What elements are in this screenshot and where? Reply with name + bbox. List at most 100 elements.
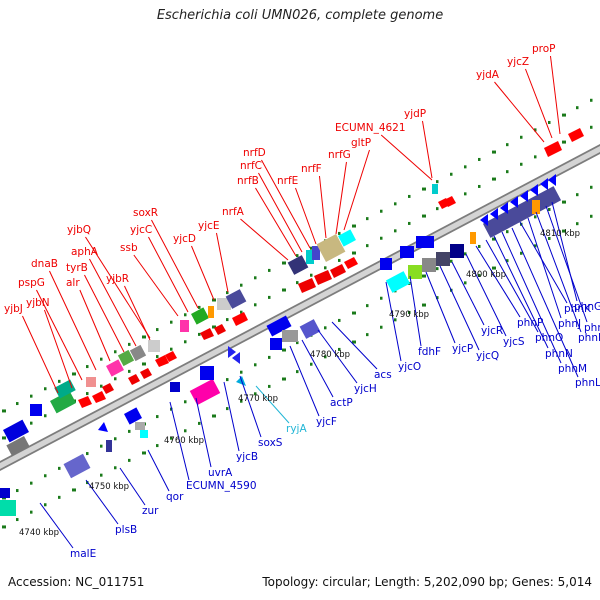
tick-mark (338, 258, 341, 262)
gene-label-male[interactable]: malE (70, 548, 96, 560)
tick-mark (156, 415, 159, 419)
gene-label-nrfe[interactable]: nrfE (277, 175, 298, 187)
tick-mark (590, 185, 593, 189)
gene-label-nrfa[interactable]: nrfA (222, 206, 245, 218)
gene-label-line (133, 254, 179, 317)
gene-label-acs[interactable]: acs (374, 369, 392, 381)
gene-label-prop[interactable]: proP (532, 43, 556, 55)
gene-label-yjbr[interactable]: yjbR (106, 273, 129, 285)
gene-label-phnh[interactable]: phnH (584, 322, 600, 334)
tick-mark (436, 180, 439, 184)
tick-mark (114, 350, 117, 354)
gene-label-phnk[interactable]: phnK (564, 303, 592, 315)
gene-label-yjcr[interactable]: yjcR (481, 325, 503, 337)
gene-label-yjcp[interactable]: yjcP (452, 343, 473, 355)
kbp-label: 4750 kbp (89, 482, 129, 492)
tick-mark (58, 466, 61, 470)
gene-label-yjcc[interactable]: yjcC (130, 224, 152, 236)
tick-mark (380, 209, 383, 213)
gene-label-uvra[interactable]: uvrA (208, 467, 233, 479)
gene-label-soxs[interactable]: soxS (258, 437, 283, 449)
gene-label-line (119, 467, 146, 506)
tick-mark (492, 150, 496, 154)
gene-label-tyrb[interactable]: tyrB (66, 262, 88, 274)
tick-mark (338, 231, 341, 235)
tick-mark (268, 295, 271, 299)
gene-label-yjch[interactable]: yjcH (354, 383, 377, 395)
tick-mark (394, 229, 397, 233)
gene-label-phnm[interactable]: phnM (558, 363, 587, 375)
gene-label-phno[interactable]: phnO (535, 332, 563, 344)
gene-label-line (239, 375, 262, 438)
gene-label-ecumn-4590[interactable]: ECUMN_4590 (186, 480, 257, 492)
tick-mark (296, 341, 299, 345)
gene-label-yjbq[interactable]: yjbQ (67, 224, 91, 236)
tick-mark (478, 184, 481, 188)
tick-mark (100, 444, 103, 448)
gene-label-line (525, 68, 553, 139)
gene-label-yjcb[interactable]: yjcB (236, 451, 258, 463)
gene-label-nrfc[interactable]: nrfC (240, 160, 262, 172)
kbp-label: 4810 kbp (540, 229, 580, 239)
gene-label-phni[interactable]: phnI (578, 332, 600, 344)
gene-label-phnj[interactable]: phnJ (558, 318, 581, 330)
gene-label-line (240, 218, 289, 261)
gene-label-line (255, 385, 290, 424)
gene-label-yjcq[interactable]: yjcQ (476, 350, 499, 362)
gene-label-line (215, 232, 229, 293)
tick-mark (548, 120, 551, 124)
gene-label-phnl[interactable]: phnL (575, 377, 600, 389)
tick-mark (380, 236, 383, 240)
gene-label-yjcz[interactable]: yjcZ (507, 56, 529, 68)
upper-gene-labels: yjbJ yjbN pspG dnaB alr tyrB aphA yjbQ yjbR ssb yj… (4, 43, 556, 315)
gene-label-line (549, 55, 561, 135)
gene-label-yjbn[interactable]: yjbN (26, 297, 50, 309)
tick-mark (366, 304, 369, 308)
gene-label-dnab[interactable]: dnaB (31, 258, 58, 270)
gene-label-phnn[interactable]: phnN (545, 348, 573, 360)
gene-label-phnp[interactable]: phnP (517, 317, 543, 329)
tick-mark (30, 510, 33, 514)
gene-label-phng[interactable]: phnG (574, 301, 600, 313)
gene-label-yjco[interactable]: yjcO (398, 361, 421, 373)
gene-label-yjda[interactable]: yjdA (476, 69, 500, 81)
gene-label-line (527, 217, 562, 319)
gene-label-line (451, 261, 485, 326)
gene-label-nrfd[interactable]: nrfD (243, 147, 266, 159)
kbp-label: 4770 kbp (238, 394, 278, 404)
gene-label-soxr[interactable]: soxR (133, 207, 158, 219)
gene-label-yjbj[interactable]: yjbJ (4, 303, 23, 315)
gene-label-qor[interactable]: qor (166, 491, 184, 503)
gene-label-line (223, 381, 240, 452)
gene-label-nrfb[interactable]: nrfB (237, 175, 259, 187)
gene-label-pspg[interactable]: pspG (18, 277, 45, 289)
gene-label-fdhf[interactable]: fdhF (418, 346, 441, 358)
gene-label-yjcs[interactable]: yjcS (503, 336, 525, 348)
gene-label-line (493, 235, 549, 349)
gene-label-ecumn_4621[interactable]: ECUMN_4621 (335, 122, 406, 134)
tick-mark (408, 310, 411, 314)
gene-label-line (36, 289, 83, 381)
gene-label-gltp[interactable]: gltP (351, 137, 371, 149)
gene-label-zur[interactable]: zur (142, 505, 159, 517)
gene-label-yjce[interactable]: yjcE (198, 220, 220, 232)
gene-label-nrff[interactable]: nrfF (301, 163, 322, 175)
gene-label-yjdp[interactable]: yjdP (404, 108, 426, 120)
gene-label-line (439, 265, 480, 351)
kbp-label: 4780 kbp (310, 350, 350, 360)
gene-label-plsb[interactable]: plsB (115, 524, 137, 536)
gene-label-ssb[interactable]: ssb (120, 242, 138, 254)
gene-label-ryja[interactable]: ryjA (286, 423, 307, 435)
tick-mark (324, 355, 327, 359)
gene-label-yjcf[interactable]: yjcF (316, 416, 337, 428)
tick-mark (254, 276, 257, 280)
gene-label-actp[interactable]: actP (330, 397, 353, 409)
gene-label-line (545, 205, 588, 323)
gene-label-line (318, 175, 327, 239)
gene-label-alr[interactable]: alr (66, 277, 80, 289)
gene-label-yjcd[interactable]: yjcD (173, 233, 196, 245)
gene-label-line (261, 159, 311, 249)
gene-label-apha[interactable]: aphA (71, 246, 99, 258)
gene-label-nrfg[interactable]: nrfG (328, 149, 351, 161)
